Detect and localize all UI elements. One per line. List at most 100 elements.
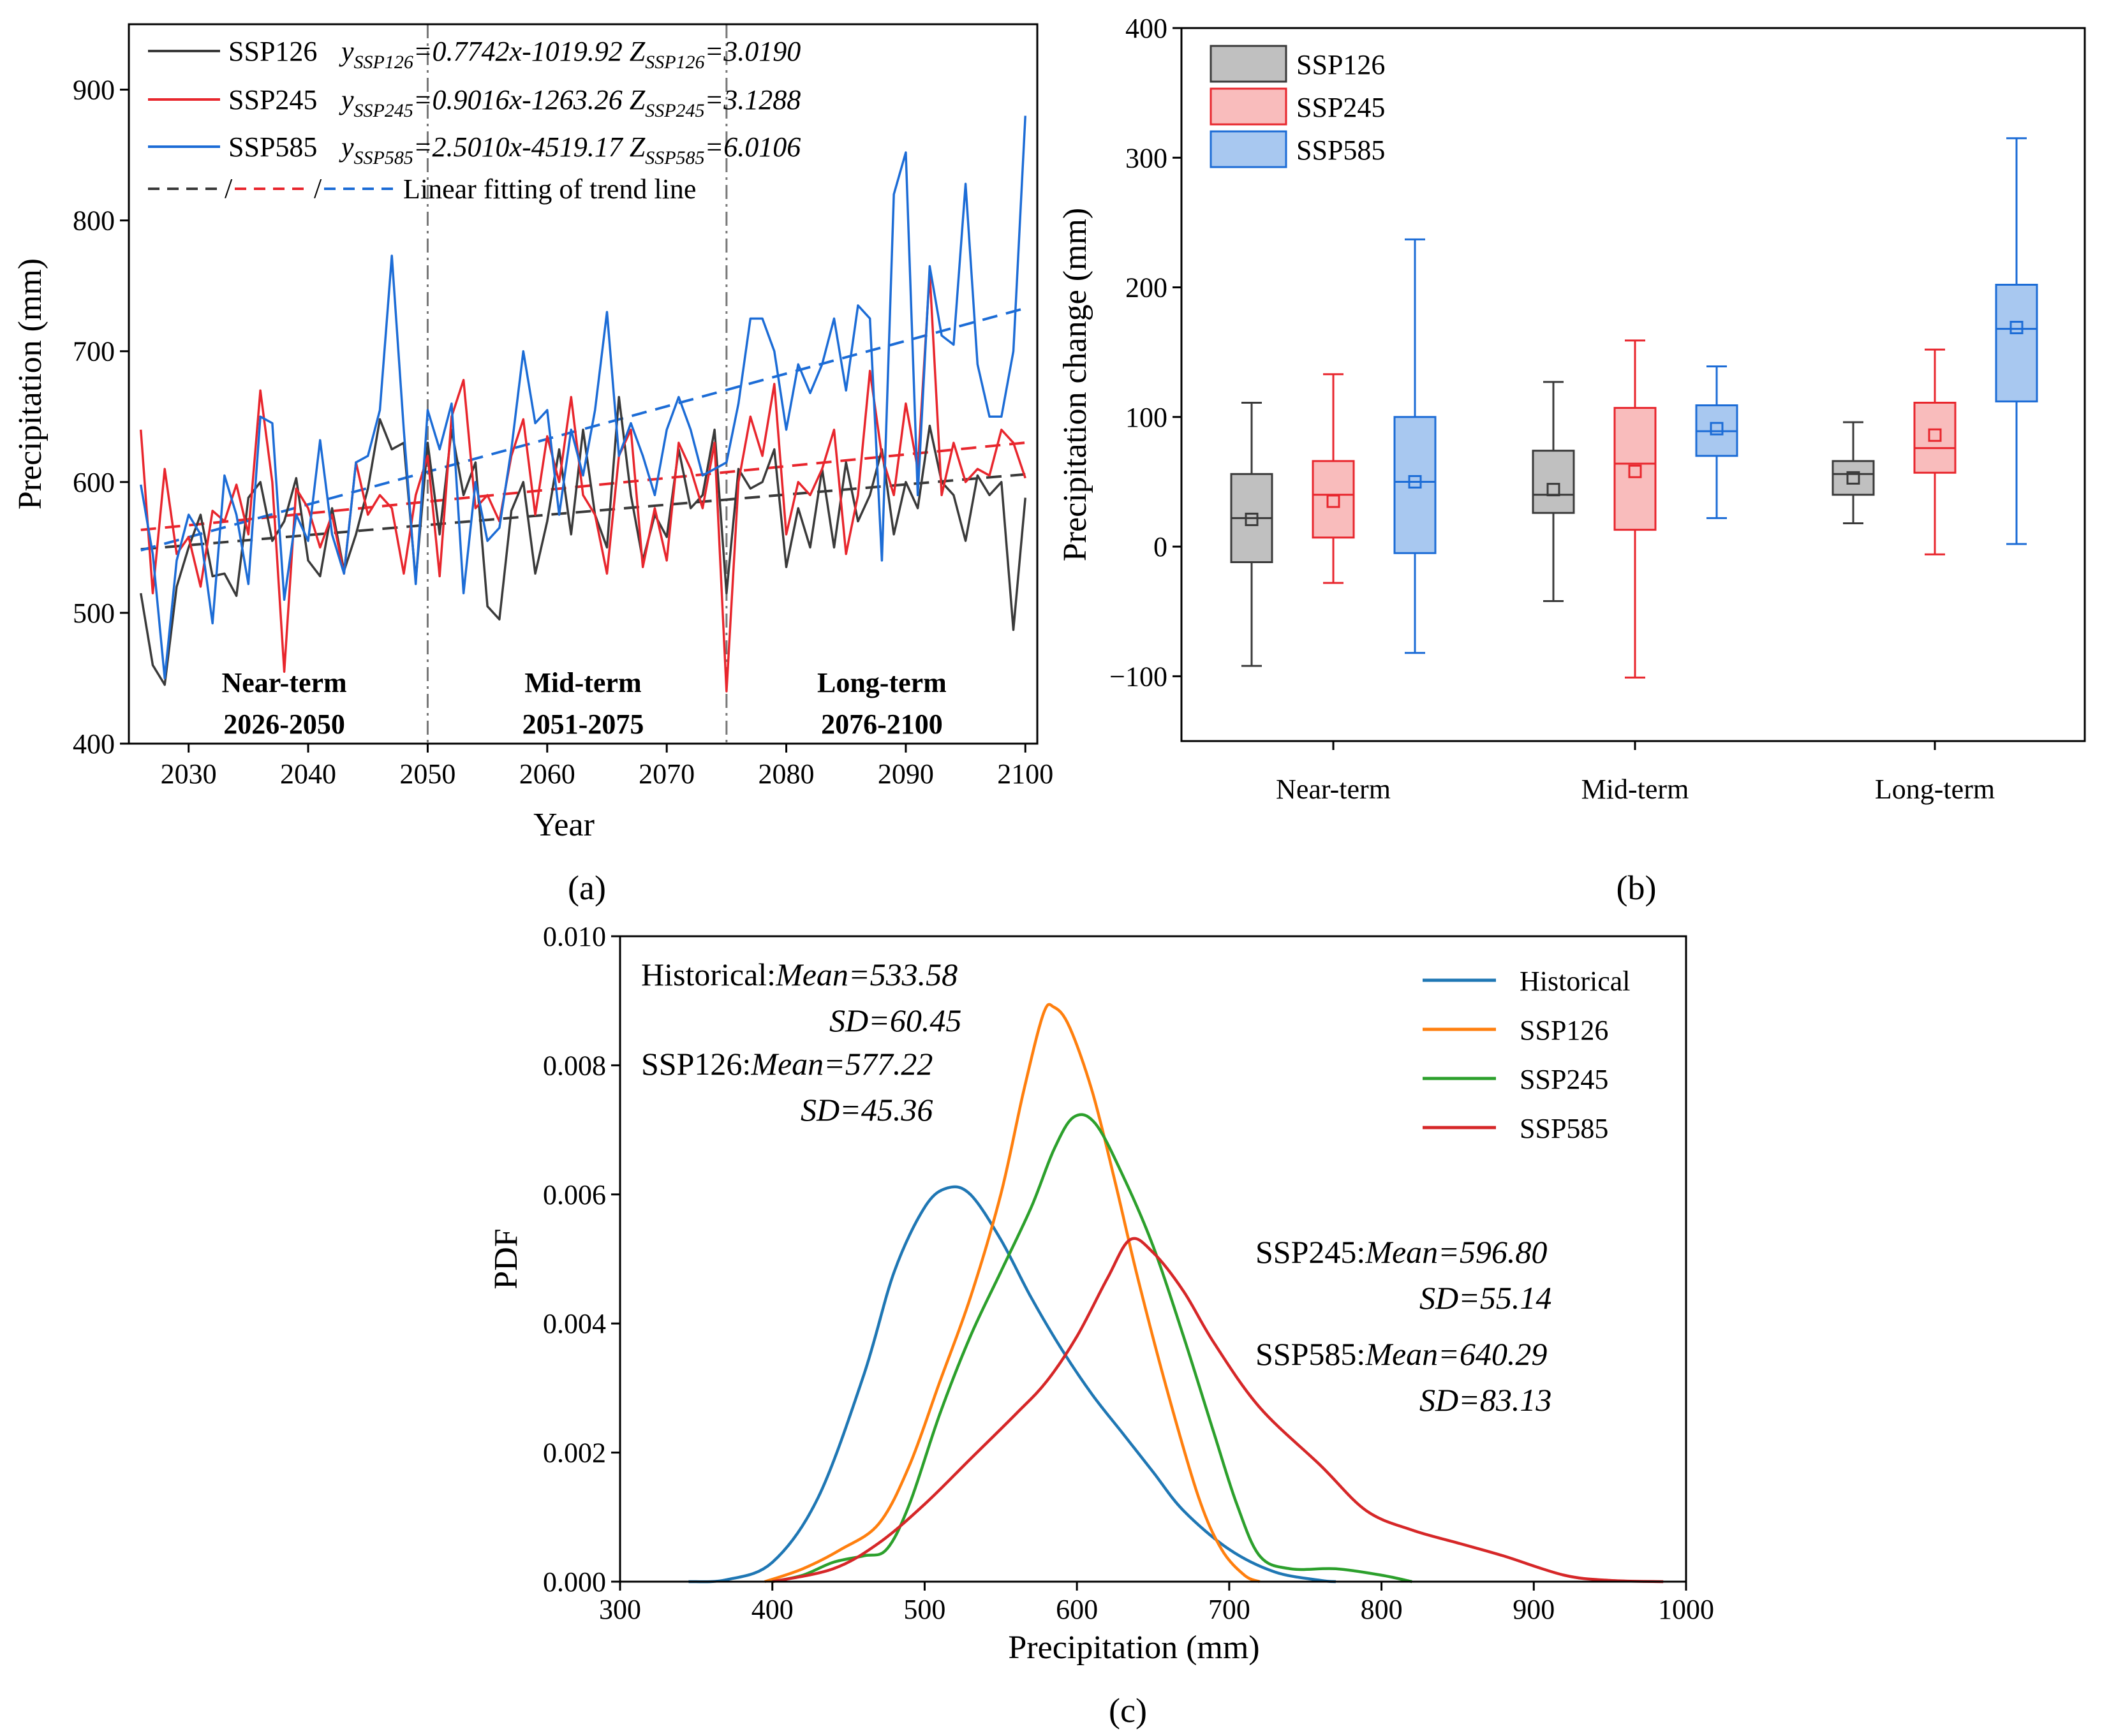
stat-name: SSP245: bbox=[1255, 1234, 1365, 1270]
eq-y: y bbox=[339, 131, 354, 163]
eq-z-subscript: SSP585 bbox=[645, 147, 704, 168]
stat-sd-ssp126: SD=45.36 bbox=[801, 1092, 933, 1128]
y-tick-label: 300 bbox=[1125, 142, 1167, 173]
x-tick-label: 1000 bbox=[1658, 1594, 1714, 1625]
box-ssp245-2-iqr-box bbox=[1913, 401, 1957, 474]
eq-y-subscript: SSP585 bbox=[354, 147, 413, 168]
y-tick-label: 200 bbox=[1125, 272, 1167, 304]
legend-label-ssp126: SSP126 bbox=[1520, 1015, 1608, 1046]
box-ssp126-1-iqr-box bbox=[1532, 450, 1575, 514]
x-tick-label: 400 bbox=[751, 1594, 794, 1625]
eq-z-value: =3.0190 bbox=[705, 36, 801, 67]
box-ssp245-0-mean-marker bbox=[1326, 494, 1340, 508]
y-tick-label: 0.000 bbox=[543, 1566, 606, 1598]
y-tick-label: 0.002 bbox=[543, 1438, 606, 1469]
legend-label-ssp245: SSP245 bbox=[1520, 1064, 1608, 1095]
legend-label-ssp126: SSP126 bbox=[228, 36, 317, 67]
box-ssp585-0-iqr-box bbox=[1393, 416, 1437, 554]
y-axis-title: PDF bbox=[488, 1228, 524, 1289]
panel-a-timeseries-chart: Near-term 2026-2050 Mid-term 2051-2075 Long-… bbox=[12, 23, 1053, 907]
stat-sd-ssp585: SD=83.13 bbox=[1419, 1382, 1551, 1418]
legend-swatch-ssp585 bbox=[1210, 130, 1287, 168]
box-ssp126-2-iqr-box bbox=[1832, 460, 1875, 496]
box-ssp126-2-mean-marker bbox=[1846, 471, 1860, 485]
panel-b-boxplot-chart: −100 0 100 200 300 400 Near-term Mid-term Long-t… bbox=[1057, 13, 2086, 907]
panel-c-pdf-chart: 0.000 0.002 0.004 0.006 0.008 0.010 300 400 500 6… bbox=[488, 921, 1714, 1730]
y-tick-label: −100 bbox=[1109, 661, 1167, 692]
pdf-curve-ssp245 bbox=[772, 1113, 1412, 1584]
x-tick-label: 2080 bbox=[759, 758, 815, 790]
legend-label-historical: Historical bbox=[1520, 966, 1631, 997]
stat-sd-ssp245: SD=55.14 bbox=[1419, 1280, 1551, 1316]
eq-z: Z bbox=[623, 131, 646, 163]
y-tick-label: 800 bbox=[73, 205, 115, 237]
y-tick-label: 0.004 bbox=[543, 1308, 606, 1339]
y-tick-label: 0.008 bbox=[543, 1050, 606, 1081]
series-line-ssp585 bbox=[140, 115, 1027, 680]
box-ssp126-0-mean-marker bbox=[1245, 512, 1259, 526]
legend-label-ssp245: SSP245 bbox=[228, 84, 317, 115]
period-name-0: Near-term bbox=[221, 667, 346, 698]
panel-label-b: (b) bbox=[1617, 869, 1657, 907]
stat-mean: Mean=577.22 bbox=[750, 1046, 933, 1082]
stat-annotation-historical: Historical:Mean=533.58 bbox=[641, 957, 958, 992]
plot-frame bbox=[128, 23, 1039, 745]
eq-z-subscript: SSP126 bbox=[645, 52, 704, 73]
stat-mean: Mean=533.58 bbox=[775, 957, 958, 992]
eq-z: Z bbox=[623, 84, 646, 115]
box-ssp245-1-iqr-box bbox=[1613, 407, 1657, 531]
x-tick-label: 300 bbox=[599, 1594, 641, 1625]
stat-name: SSP126: bbox=[641, 1046, 751, 1082]
eq-y-subscript: SSP126 bbox=[354, 52, 413, 73]
stat-sd-value: SD=60.45 bbox=[829, 1003, 961, 1038]
x-tick-label: 2030 bbox=[161, 758, 217, 790]
y-tick-label: 700 bbox=[73, 336, 115, 367]
plot-frame bbox=[1180, 27, 2086, 742]
pdf-curve-ssp126 bbox=[764, 1003, 1261, 1584]
box-ssp585-2-iqr-box bbox=[1995, 283, 2038, 402]
legend-label-ssp245: SSP245 bbox=[1296, 92, 1385, 123]
legend-label-ssp585: SSP585 bbox=[1520, 1113, 1608, 1144]
x-axis-title: Precipitation (mm) bbox=[1008, 1629, 1259, 1666]
box-ssp585-0-mean-marker bbox=[1408, 474, 1422, 489]
eq-z-subscript: SSP245 bbox=[645, 100, 704, 121]
eq-z-value: =6.0106 bbox=[705, 131, 801, 163]
x-tick-label: 2050 bbox=[399, 758, 455, 790]
x-tick-label: 900 bbox=[1513, 1594, 1555, 1625]
stat-mean: Mean=640.29 bbox=[1365, 1336, 1547, 1372]
stat-annotation-ssp585: SSP585:Mean=640.29 bbox=[1255, 1336, 1547, 1372]
box-ssp245-1-mean-marker bbox=[1628, 464, 1642, 478]
y-tick-label: 0 bbox=[1153, 531, 1167, 563]
eq-slope: =0.7742x-1019.92 bbox=[413, 36, 623, 67]
x-tick-label: 2060 bbox=[519, 758, 575, 790]
x-tick-label: 600 bbox=[1056, 1594, 1098, 1625]
stat-name: Historical: bbox=[641, 957, 776, 992]
eq-z-value: =3.1288 bbox=[705, 84, 801, 115]
pdf-curve-historical bbox=[688, 1185, 1336, 1584]
eq-y-subscript: SSP245 bbox=[354, 100, 413, 121]
stat-annotation-ssp245: SSP245:Mean=596.80 bbox=[1255, 1234, 1547, 1270]
y-tick-label: 400 bbox=[73, 728, 115, 760]
y-tick-label: 500 bbox=[73, 598, 115, 629]
stat-sd-value: SD=83.13 bbox=[1419, 1382, 1551, 1418]
x-category-label: Mid-term bbox=[1581, 774, 1689, 805]
legend-label-ssp126: SSP126 bbox=[1296, 49, 1385, 80]
x-category-label: Near-term bbox=[1276, 774, 1391, 805]
x-axis-title: Year bbox=[533, 807, 595, 843]
legend-equation-ssp245: ySSP245=0.9016x-1263.26 ZSSP245=3.1288 bbox=[339, 84, 801, 121]
eq-z: Z bbox=[623, 36, 646, 67]
stat-sd-historical: SD=60.45 bbox=[829, 1003, 961, 1038]
panel-label-a: (a) bbox=[568, 869, 606, 907]
stat-sd-value: SD=45.36 bbox=[801, 1092, 933, 1128]
stat-name: SSP585: bbox=[1255, 1336, 1365, 1372]
legend-label-ssp585: SSP585 bbox=[228, 131, 317, 163]
y-tick-label: 0.010 bbox=[543, 921, 606, 952]
x-category-label: Long-term bbox=[1875, 774, 1995, 805]
stat-mean: Mean=596.80 bbox=[1365, 1234, 1547, 1270]
legend-swatch-ssp245 bbox=[1210, 87, 1287, 126]
legend-trend-slash: / bbox=[225, 173, 233, 204]
legend-trend-label: Linear fitting of trend line bbox=[403, 173, 696, 205]
eq-slope: =2.5010x-4519.17 bbox=[413, 131, 624, 163]
stat-sd-value: SD=55.14 bbox=[1419, 1280, 1551, 1316]
